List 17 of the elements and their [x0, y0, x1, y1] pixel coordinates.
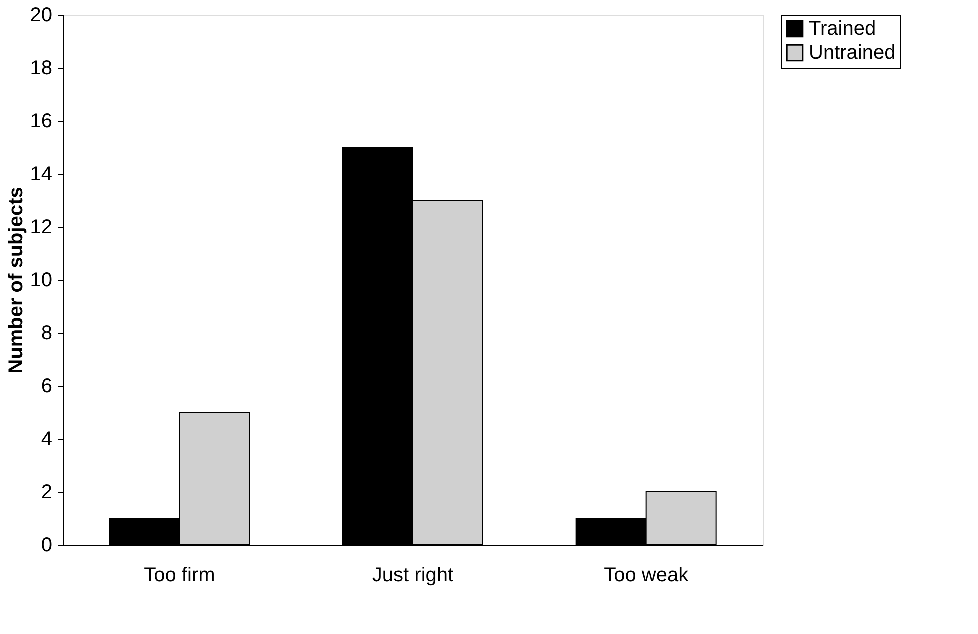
y-tick-label: 20 — [30, 4, 52, 26]
y-axis-title: Number of subjects — [5, 187, 28, 374]
y-tick-label: 10 — [30, 270, 52, 292]
y-tick-label: 14 — [30, 164, 52, 186]
x-tick-label: Too firm — [144, 564, 216, 586]
x-tick-label: Just right — [372, 564, 454, 586]
y-tick-label: 12 — [30, 216, 52, 238]
y-tick-label: 0 — [41, 534, 52, 556]
y-tick-label: 16 — [30, 110, 52, 132]
y-tick-label: 4 — [41, 428, 52, 450]
y-tick-label: 18 — [30, 58, 52, 80]
y-tick-label: 6 — [41, 376, 52, 398]
legend-label: Trained — [809, 18, 876, 40]
y-tick-label: 8 — [41, 322, 52, 344]
legend-label: Untrained — [809, 42, 896, 64]
y-tick-label: 2 — [41, 482, 52, 504]
x-tick-label: Too weak — [604, 564, 690, 586]
